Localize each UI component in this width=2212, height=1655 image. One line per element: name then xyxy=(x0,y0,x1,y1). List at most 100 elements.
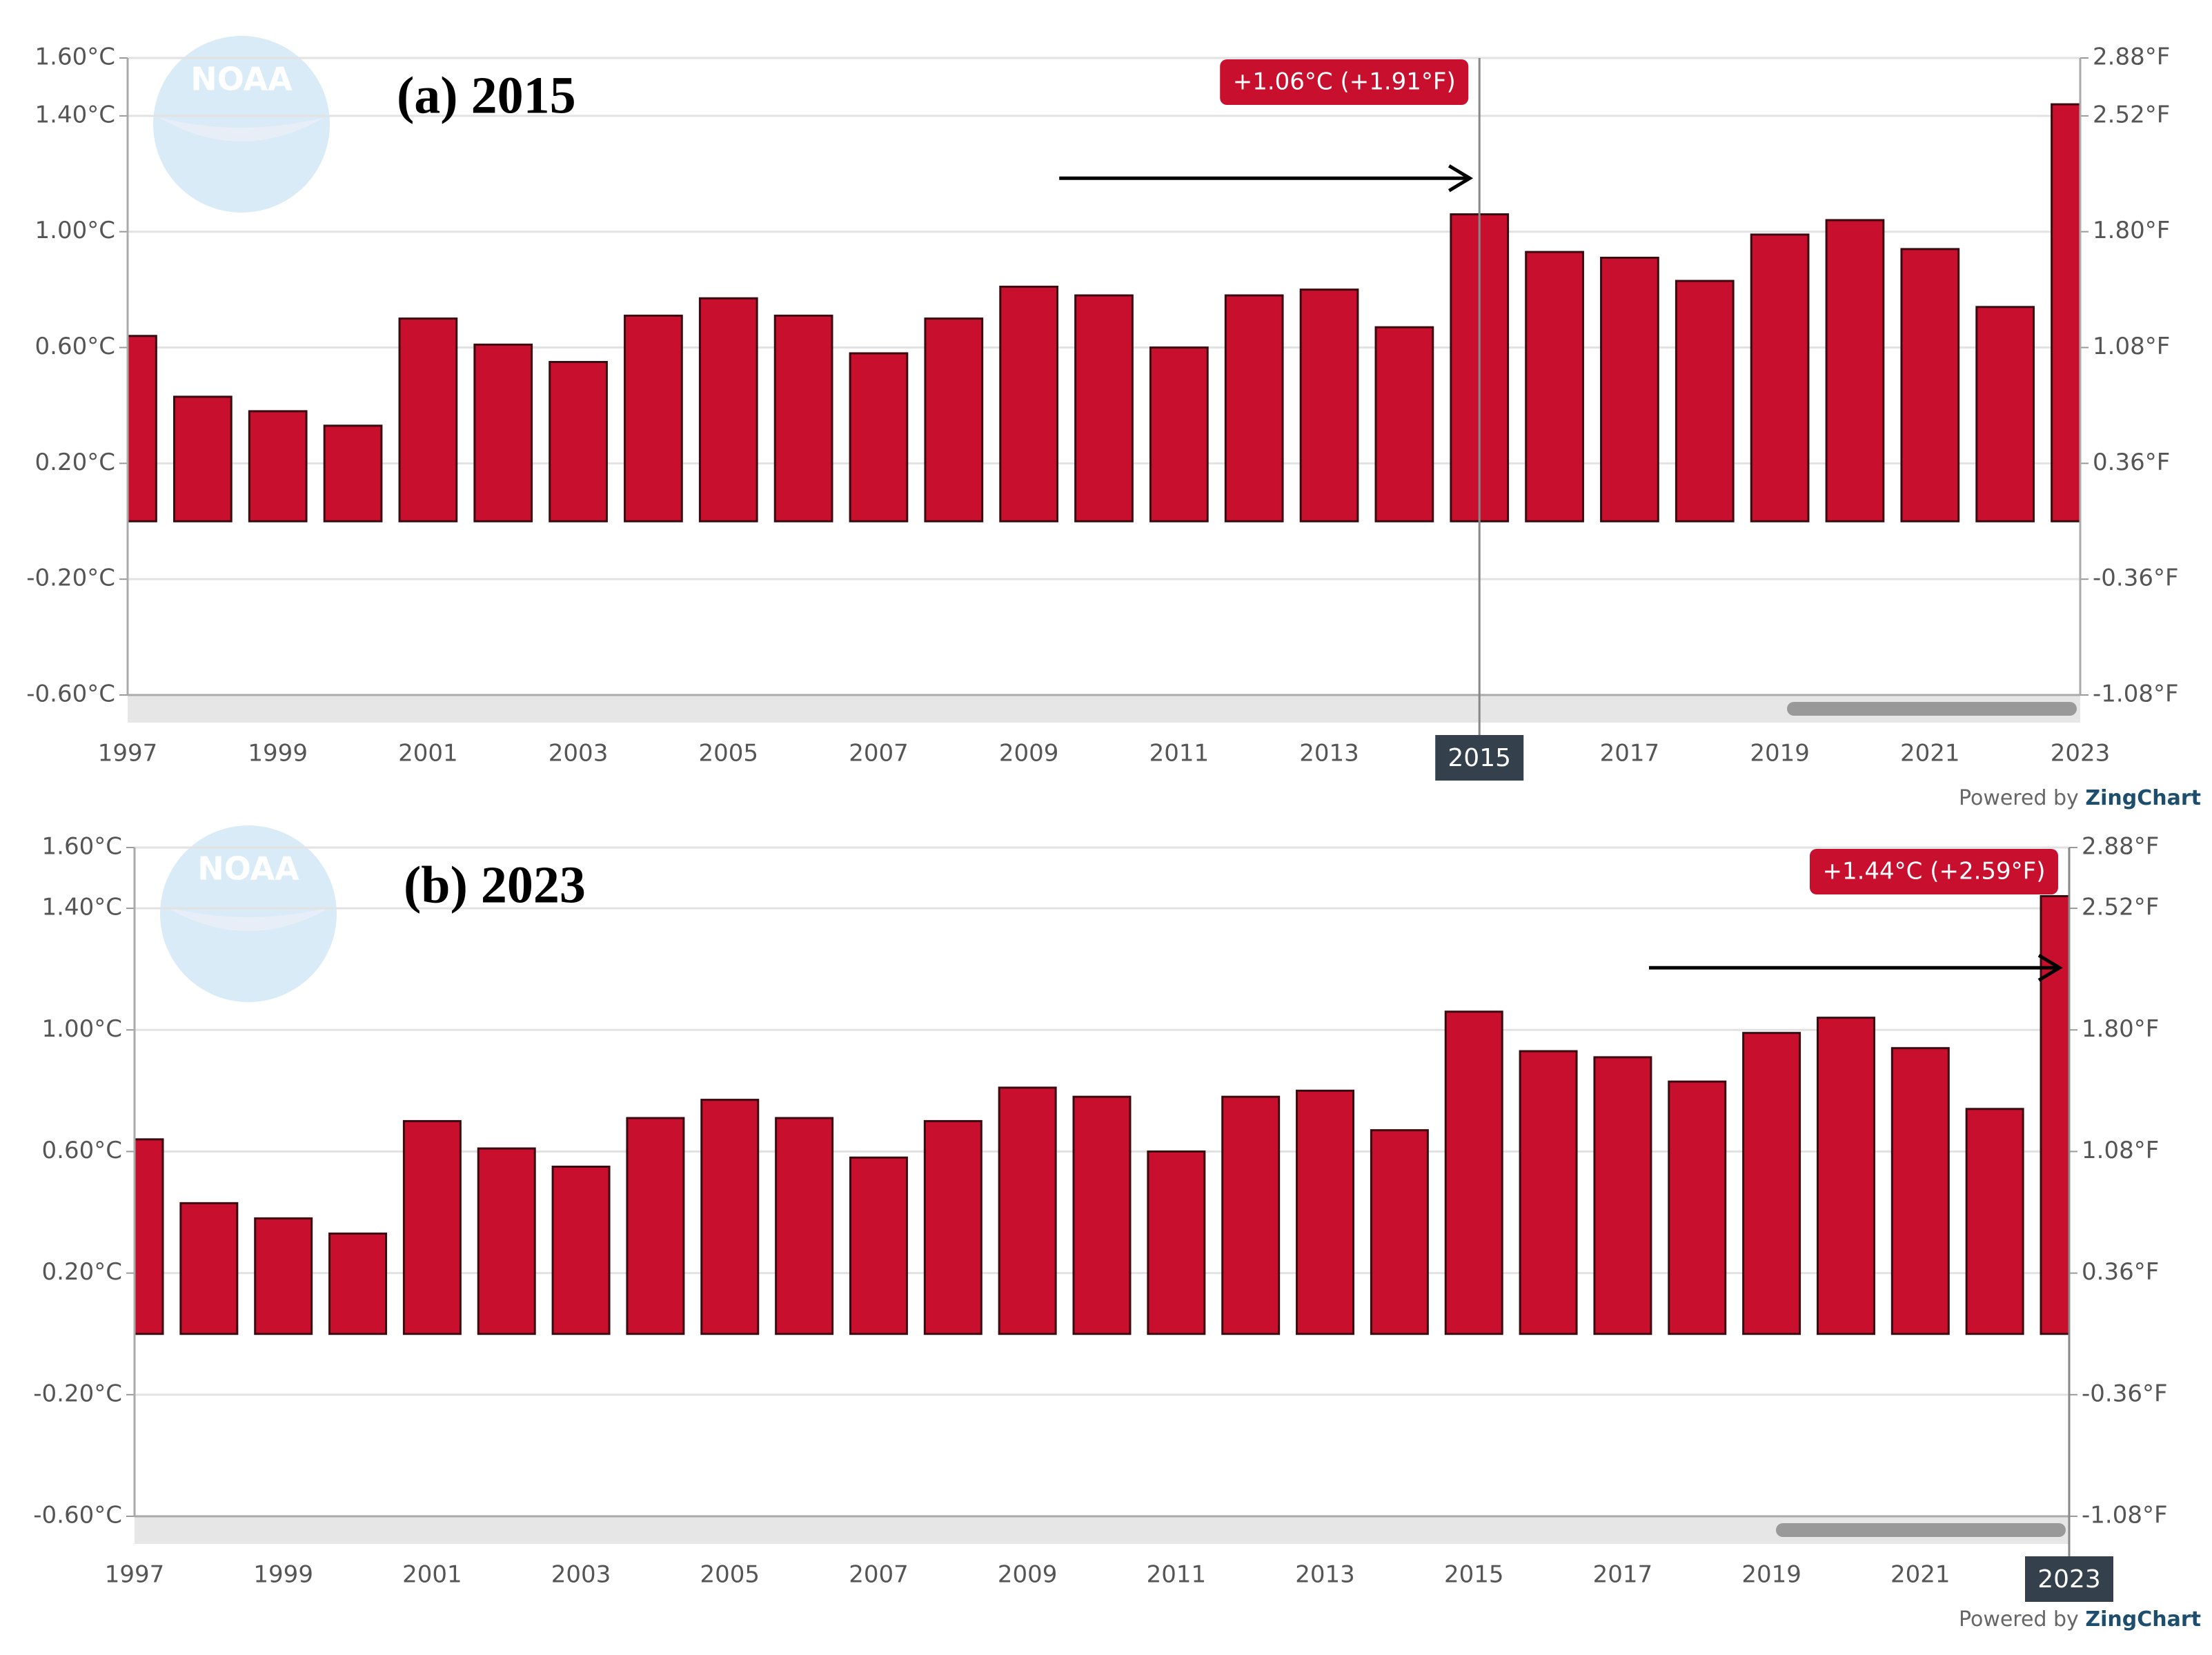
bar xyxy=(1296,1089,1355,1335)
bar xyxy=(549,361,608,522)
logo xyxy=(153,36,330,213)
chart-title: (b) 2023 xyxy=(404,856,586,914)
logo xyxy=(160,825,337,1002)
x-tick-label: 2021 xyxy=(1900,740,1960,767)
x-tick-label: 2011 xyxy=(1149,740,1209,767)
credit: Powered by ZingChart xyxy=(1959,1607,2201,1632)
bar xyxy=(128,335,157,522)
bar xyxy=(477,1147,536,1335)
y-tick-label: 1.60°C xyxy=(42,833,122,861)
x-tick-label: 2007 xyxy=(849,740,909,767)
bar xyxy=(1675,280,1735,522)
y-tick-label: -0.20°C xyxy=(26,565,115,592)
bar xyxy=(999,285,1059,522)
x-tick-label: 2005 xyxy=(700,1561,760,1589)
bar xyxy=(135,1138,164,1335)
highlight-label: 2023 xyxy=(2037,1565,2101,1594)
highlight-label: 2015 xyxy=(1448,744,1511,772)
bar xyxy=(473,343,533,522)
credit-brand: ZingChart xyxy=(2085,786,2201,810)
bar xyxy=(1750,233,1810,522)
credit-brand: ZingChart xyxy=(2085,1607,2201,1632)
bar xyxy=(1074,294,1134,522)
y-tick-label: 0.20°C xyxy=(42,1258,122,1286)
x-tick-label: 2001 xyxy=(402,1561,462,1589)
y-tick-label: -0.60°C xyxy=(26,680,115,708)
x-tick-label: 2021 xyxy=(1890,1561,1951,1589)
tooltip-text: +1.06°C (+1.91°F) xyxy=(1233,68,1456,96)
y2-tick-label: 1.08°F xyxy=(2093,333,2170,360)
x-tick-label: 2001 xyxy=(398,740,458,767)
bar xyxy=(323,424,383,522)
bars xyxy=(135,894,2069,1335)
bar xyxy=(179,1202,239,1335)
x-tick-label: 2007 xyxy=(849,1561,909,1589)
bar xyxy=(1370,1129,1429,1335)
y2-tick-label: -1.08°F xyxy=(2082,1502,2168,1529)
bar xyxy=(624,314,683,522)
bar xyxy=(1965,1108,2024,1335)
bar xyxy=(1224,294,1284,522)
bar xyxy=(398,317,458,522)
x-tick-label: 2017 xyxy=(1593,1561,1653,1589)
arrow-head xyxy=(2037,954,2063,982)
bar xyxy=(1742,1032,1801,1335)
bar xyxy=(402,1119,462,1335)
y-tick-label: 1.60°C xyxy=(35,43,115,71)
y-tick-label: 1.00°C xyxy=(35,217,115,244)
x-tick-label: 1999 xyxy=(253,1561,313,1589)
x-tick-label: 2013 xyxy=(1299,740,1359,767)
credit-prefix: Powered by xyxy=(1959,786,2079,810)
bar xyxy=(626,1117,685,1335)
scroll-thumb xyxy=(1776,1523,2066,1537)
x-tick-label: 2017 xyxy=(1600,740,1660,767)
bar xyxy=(700,1099,760,1335)
y2-tick-label: 2.52°F xyxy=(2093,101,2170,128)
bar xyxy=(1519,1050,1578,1335)
y2-tick-label: 2.88°F xyxy=(2093,43,2170,71)
x-tick-label: 2003 xyxy=(549,740,609,767)
x-tick-label: 2009 xyxy=(999,740,1059,767)
y2-tick-label: 1.80°F xyxy=(2093,217,2170,244)
bar xyxy=(1975,306,2035,522)
bar xyxy=(1221,1095,1281,1335)
y-tick-label: 0.60°C xyxy=(35,333,115,360)
bar xyxy=(1600,256,1659,522)
logo-bird xyxy=(159,117,324,141)
bar xyxy=(1072,1095,1132,1335)
credit-prefix: Powered by xyxy=(1959,1607,2079,1632)
y2-tick-label: 1.08°F xyxy=(2082,1137,2159,1164)
bar xyxy=(1900,248,1960,522)
bar xyxy=(1299,288,1359,522)
x-tick-label: 2023 xyxy=(2051,740,2111,767)
logo-text: NOAA xyxy=(197,850,299,888)
x-tick-label: 1999 xyxy=(248,740,308,767)
y-tick-label: -0.60°C xyxy=(33,1502,122,1529)
x-tick-label: 2005 xyxy=(699,740,759,767)
chart-title: (a) 2015 xyxy=(397,66,576,124)
y2-tick-label: 0.36°F xyxy=(2082,1258,2159,1286)
y2-tick-label: -0.36°F xyxy=(2082,1380,2168,1407)
y-tick-label: 1.40°C xyxy=(42,894,122,921)
y-tick-label: 1.40°C xyxy=(35,101,115,128)
tooltip-text: +1.44°C (+2.59°F) xyxy=(1822,858,2045,885)
x-tick-label: 2009 xyxy=(998,1561,1058,1589)
bar xyxy=(328,1232,388,1335)
bar xyxy=(551,1165,611,1335)
bar xyxy=(849,1156,908,1335)
bar xyxy=(998,1086,1057,1335)
y2-tick-label: 2.88°F xyxy=(2082,833,2159,861)
y-tick-label: 0.60°C xyxy=(42,1137,122,1164)
tooltip-bg xyxy=(1220,59,1469,105)
y2-tick-label: -0.36°F xyxy=(2093,565,2179,592)
tooltip-bg xyxy=(1810,849,2058,894)
logo-text: NOAA xyxy=(190,61,293,98)
bar xyxy=(172,395,233,522)
bar xyxy=(1890,1047,1950,1335)
bar xyxy=(1444,1010,1503,1335)
x-tick-label: 2019 xyxy=(1741,1561,1801,1589)
scroll-thumb xyxy=(1787,702,2077,716)
y-tick-label: 1.00°C xyxy=(42,1015,122,1043)
scroll-track xyxy=(128,695,2080,723)
y2-tick-label: 2.52°F xyxy=(2082,894,2159,921)
